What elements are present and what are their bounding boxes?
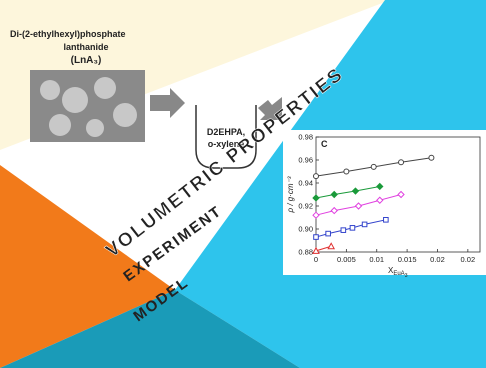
point: [344, 169, 349, 174]
point: [399, 160, 404, 165]
x-tick-label: 0.02: [461, 255, 476, 264]
compound-text: lanthanide: [63, 42, 108, 52]
point: [341, 228, 346, 233]
solvent-text: D2EHPA,: [207, 127, 245, 137]
y-tick-label: 0.88: [298, 248, 313, 257]
x-tick-label: 0.015: [398, 255, 417, 264]
x-tick-label: 0.02: [430, 255, 445, 264]
point: [362, 222, 367, 227]
point: [384, 218, 389, 223]
compound-text: (LnA₃): [71, 55, 102, 66]
x-label-subsub: 3: [405, 273, 408, 279]
x-tick-label: 0.005: [337, 255, 356, 264]
y-tick-label: 0.98: [298, 133, 313, 142]
y-tick-label: 0.96: [298, 156, 313, 165]
point: [314, 174, 319, 179]
point: [326, 231, 331, 236]
point: [429, 155, 434, 160]
x-tick-label: 0.01: [369, 255, 384, 264]
point: [314, 235, 319, 240]
x-tick-label: 0: [314, 255, 318, 264]
point: [371, 164, 376, 169]
canvas: Di-(2-ethylhexyl)phosphate lanthanide (L…: [0, 0, 486, 368]
compound-text: Di-(2-ethylhexyl)phosphate: [10, 29, 126, 39]
y-tick-label: 0.94: [298, 179, 313, 188]
y-tick-label: 0.90: [298, 225, 313, 234]
y-tick-label: 0.92: [298, 202, 313, 211]
graphical-abstract: Di-(2-ethylhexyl)phosphate lanthanide (L…: [0, 0, 486, 368]
x-label-sub: EuA: [393, 271, 404, 277]
y-axis-label: ρ / g·cm⁻³: [286, 176, 295, 213]
point: [350, 226, 355, 231]
panel-label: C: [321, 139, 328, 149]
